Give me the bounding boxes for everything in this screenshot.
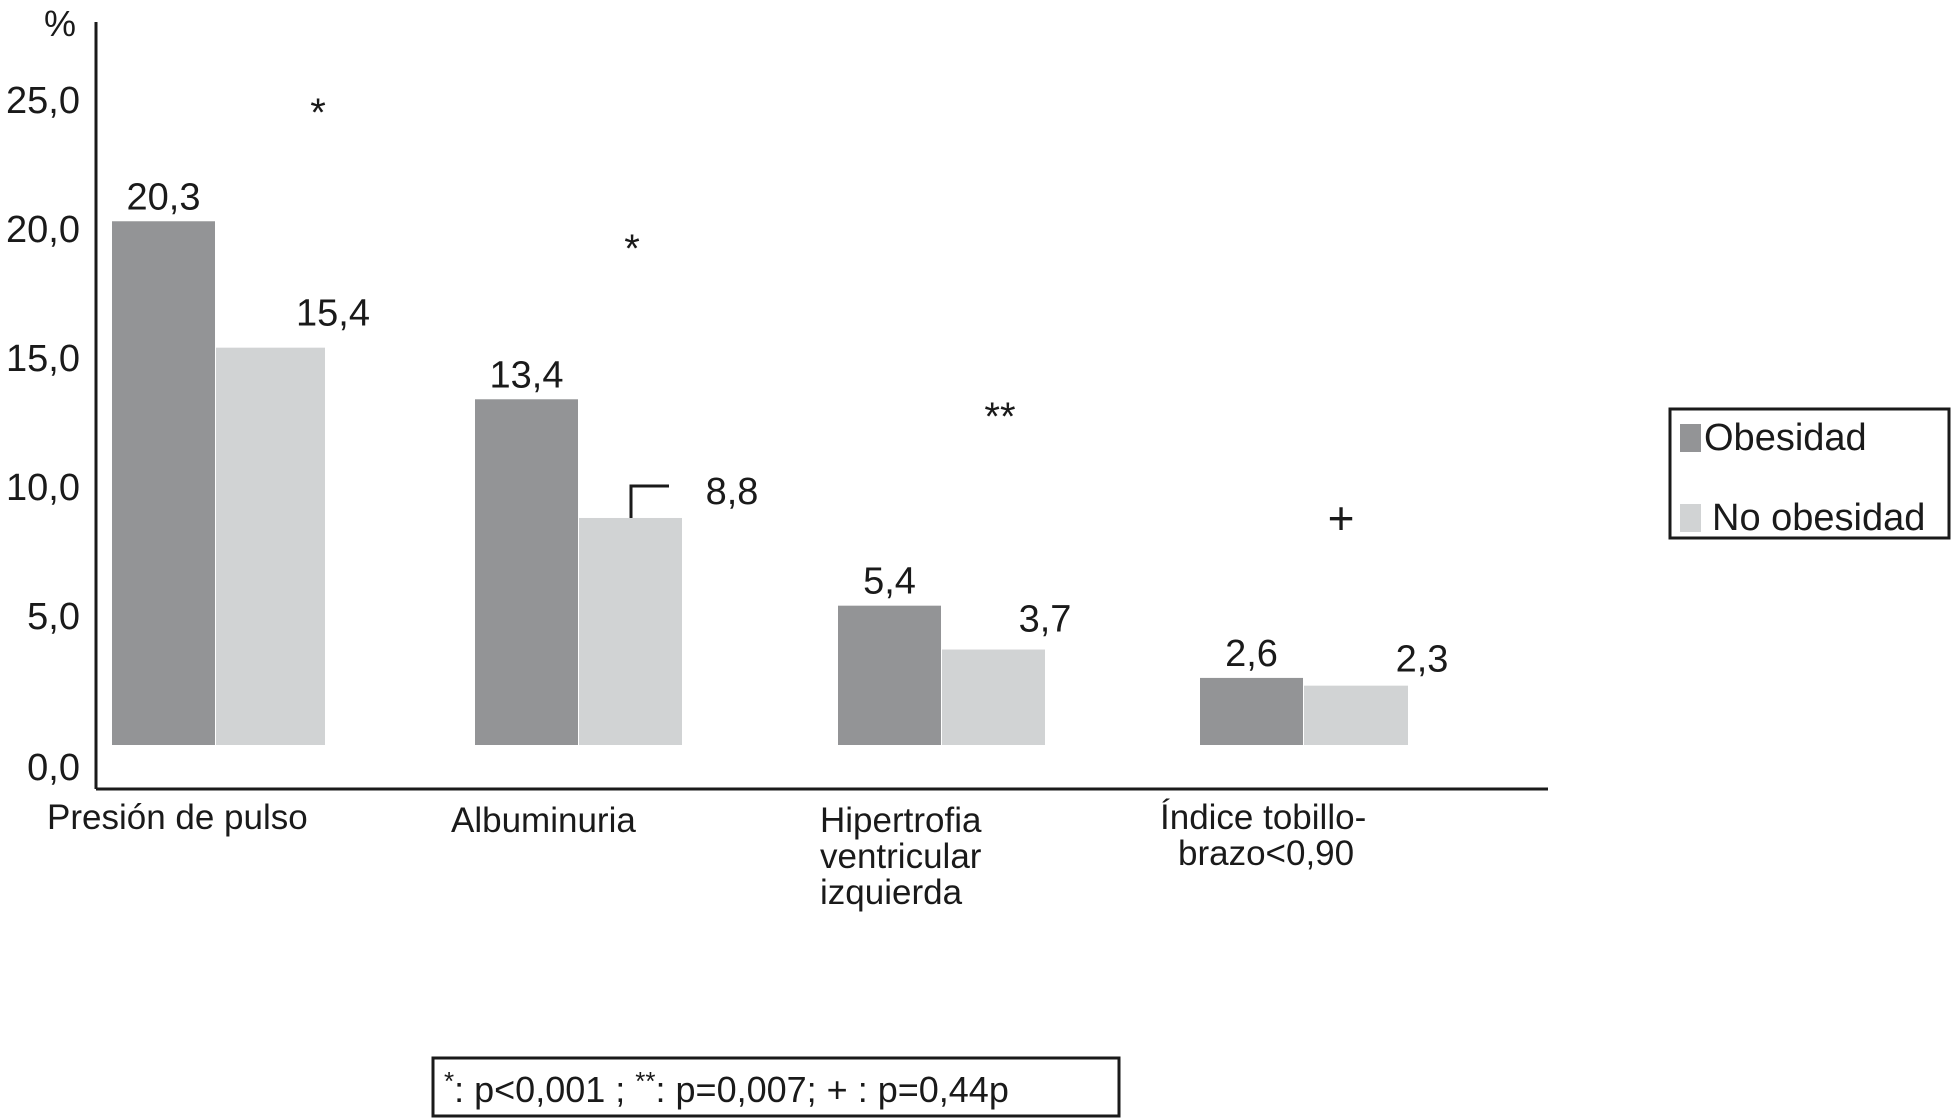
legend-entry-label: No obesidad xyxy=(1712,497,1925,539)
significance-mark: ** xyxy=(984,395,1015,439)
y-tick-label: 5,0 xyxy=(27,596,80,638)
labels: 20,315,413,48,85,43,72,6 2,3****+Presión … xyxy=(47,91,1448,912)
category-label: Albuminuria xyxy=(451,801,636,840)
footnote-body: : p<0,001 ; xyxy=(454,1069,635,1110)
legend-entry-label: Obesidad xyxy=(1704,417,1867,459)
leader-line xyxy=(629,484,669,518)
category-label: Hipertrofia xyxy=(820,801,982,840)
footnote-superscript: ** xyxy=(635,1066,655,1096)
axes: % 0,0 5,0 10,0 15,0 20,0 25,0 xyxy=(6,3,1548,791)
category-label: izquierda xyxy=(820,873,963,912)
footnote-box xyxy=(431,1056,1121,1118)
bar xyxy=(942,649,1045,745)
y-tick-label: 20,0 xyxy=(6,209,80,251)
y-tick-label: 25,0 xyxy=(6,80,80,122)
bar xyxy=(1304,685,1408,745)
legend-swatch xyxy=(1680,424,1701,452)
category-label: ventricular xyxy=(820,837,982,876)
footnote-superscript: * xyxy=(444,1066,454,1096)
bar xyxy=(1200,677,1303,745)
footnote-text: *: p<0,001 ; **: p=0,007; + : p=0,44p xyxy=(444,1066,1009,1110)
value-label: 5,4 xyxy=(863,561,916,603)
bars xyxy=(112,221,1408,745)
y-tick-label: 10,0 xyxy=(6,467,80,509)
value-label: 3,7 xyxy=(1019,599,1072,641)
footnote-body: : p=0,007; + : p=0,44p xyxy=(656,1069,1009,1110)
category-label: Índice tobillo- xyxy=(1160,798,1366,837)
bar xyxy=(579,517,682,745)
legend-swatch xyxy=(1680,504,1701,532)
value-label: 13,4 xyxy=(490,354,564,396)
value-label: 2,6 xyxy=(1225,633,1278,675)
bar xyxy=(475,399,578,745)
category-label: Presión de pulso xyxy=(47,798,308,837)
footnote: *: p<0,001 ; **: p=0,007; + : p=0,44p xyxy=(431,1056,1121,1118)
significance-mark: * xyxy=(624,227,640,271)
significance-mark: + xyxy=(1328,492,1355,544)
category-label: brazo<0,90 xyxy=(1178,834,1354,873)
bar xyxy=(112,221,215,745)
y-axis-unit-label: % xyxy=(44,3,76,44)
legend-box xyxy=(1668,407,1951,540)
legend: Obesidad No obesidad xyxy=(1668,407,1951,540)
value-label: 15,4 xyxy=(296,293,370,335)
value-label: 8,8 xyxy=(706,471,759,513)
bar xyxy=(216,347,325,745)
value-label: 20,3 xyxy=(127,176,201,218)
y-tick-label: 0,0 xyxy=(27,747,80,789)
significance-mark: * xyxy=(310,91,326,135)
value-label: 2,3 xyxy=(1396,639,1449,681)
y-tick-label: 15,0 xyxy=(6,338,80,380)
bar xyxy=(838,605,941,745)
